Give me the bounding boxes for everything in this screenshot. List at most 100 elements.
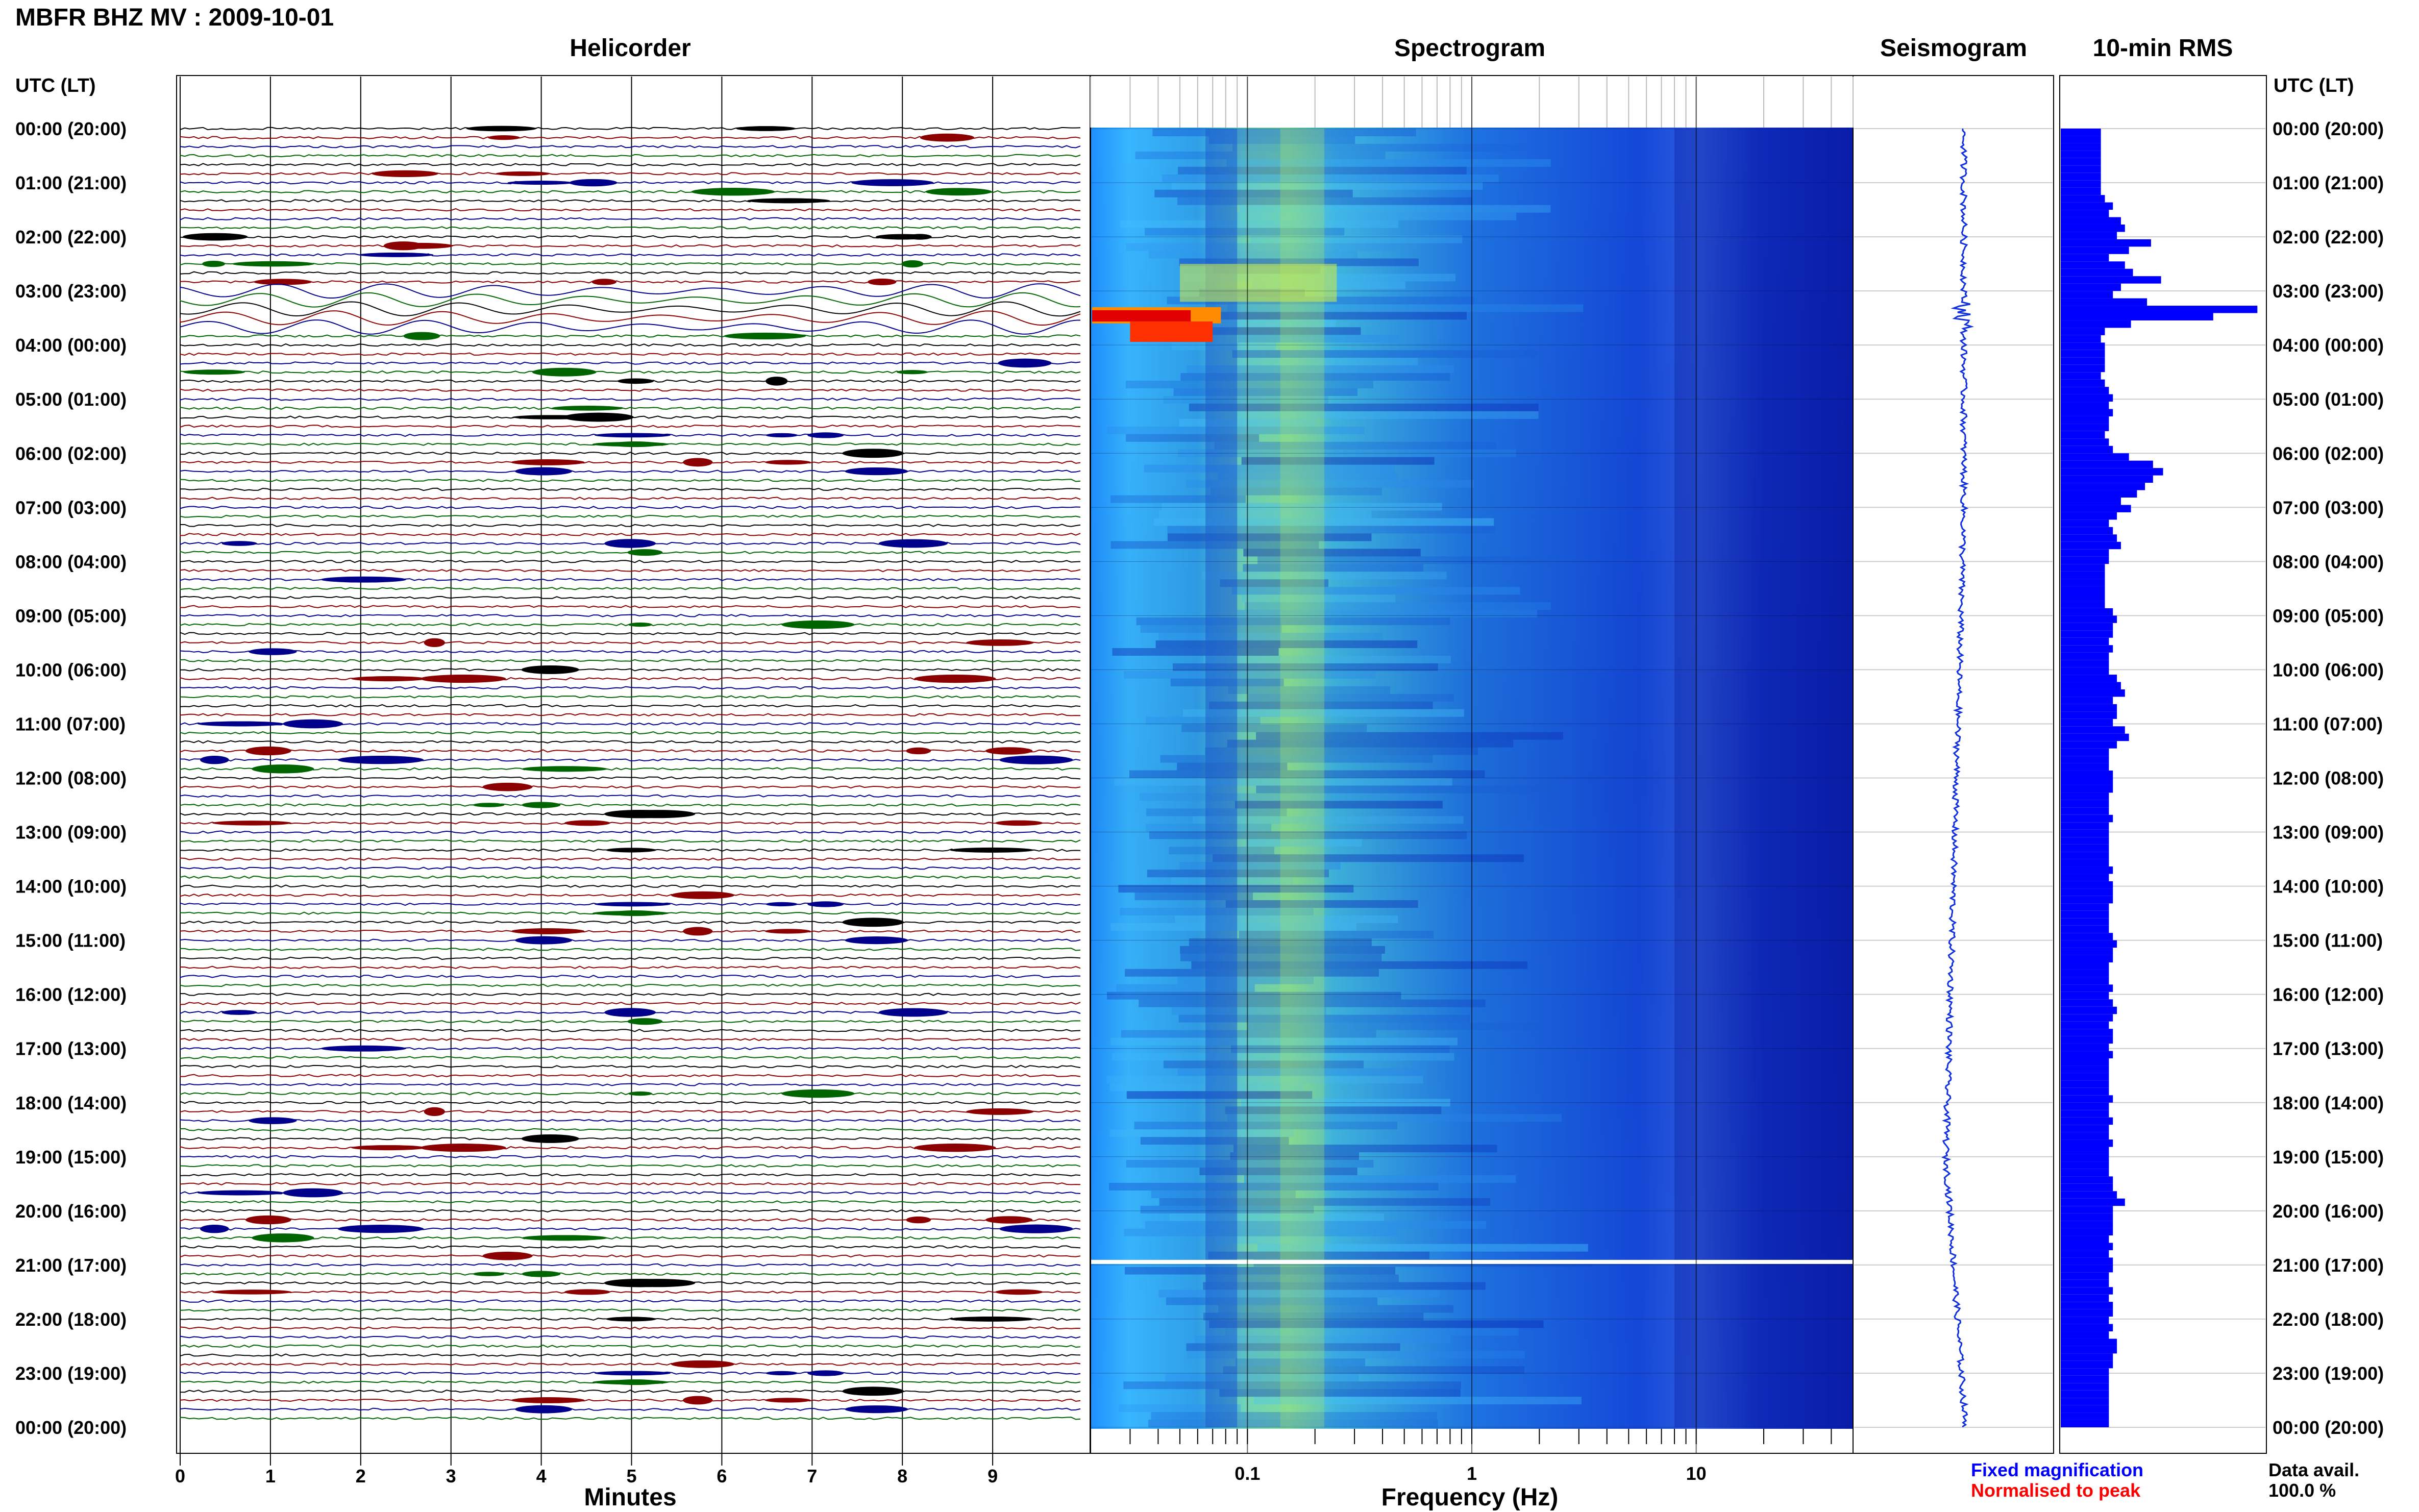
helicorder-trace-row xyxy=(180,1110,1081,1113)
rms-bar xyxy=(2061,475,2153,483)
helicorder-trace-row xyxy=(180,1245,1081,1249)
helicorder-trace-row xyxy=(180,460,1081,464)
minutes-axis: 0 1 2 3 4 5 6 7 8 9 xyxy=(175,1453,998,1486)
helicorder-burst xyxy=(845,936,908,945)
helicorder-trace-row xyxy=(180,1119,1081,1123)
right-time-label: 13:00 (09:00) xyxy=(2273,822,2384,843)
rms-bar xyxy=(2061,1360,2113,1369)
rms-bar xyxy=(2061,445,2113,454)
rms-bar xyxy=(2061,165,2101,173)
helicorder-trace-row xyxy=(180,758,1081,762)
rms-bar xyxy=(2061,992,2109,1000)
helicorder-trace-row xyxy=(180,172,1081,176)
left-time-label: 15:00 (11:00) xyxy=(15,930,126,951)
rms-bar xyxy=(2061,1080,2109,1088)
helicorder-trace-row xyxy=(180,163,1081,166)
rms-bar xyxy=(2061,541,2121,550)
rms-bar xyxy=(2061,1213,2113,1221)
right-time-label: 06:00 (02:00) xyxy=(2273,443,2384,464)
helicorder-trace-row xyxy=(180,884,1081,888)
helicorder-burst xyxy=(842,918,904,927)
helicorder-trace-row xyxy=(180,524,1081,527)
helicorder-trace-row xyxy=(180,1200,1081,1204)
helicorder-trace-row xyxy=(180,361,1081,365)
rms-bar xyxy=(2061,999,2113,1007)
left-time-label: 01:00 (21:00) xyxy=(15,172,127,193)
helicorder-trace-row xyxy=(180,334,1081,338)
rms-bar xyxy=(2061,586,2105,593)
helicorder-trace-row xyxy=(180,226,1081,230)
rms-bar xyxy=(2061,844,2109,852)
rms-bar xyxy=(2061,1014,2113,1022)
right-time-label: 23:00 (19:00) xyxy=(2273,1363,2384,1384)
rms-bar xyxy=(2061,711,2117,719)
helicorder-burst xyxy=(628,1091,652,1096)
rms-bar xyxy=(2061,217,2121,225)
helicorder-trace-row xyxy=(180,713,1081,717)
helicorder-trace-row xyxy=(180,533,1081,536)
rms-bar xyxy=(2061,675,2117,682)
rms-bar xyxy=(2061,859,2109,867)
helicorder-burst xyxy=(621,1279,696,1287)
minutes-axis-label: Minutes xyxy=(584,1484,676,1511)
rms-bar xyxy=(2061,689,2125,697)
helicorder-trace-row xyxy=(180,965,1081,969)
helicorder-trace-row xyxy=(180,1353,1081,1357)
helicorder-trace-row xyxy=(180,506,1081,509)
helicorder-burst xyxy=(995,820,1043,826)
helicorder-burst xyxy=(878,539,948,548)
helicorder-burst xyxy=(522,1235,608,1241)
rms-bar xyxy=(2061,829,2109,837)
helicorder-trace-row xyxy=(180,208,1081,212)
rms-bar xyxy=(2061,704,2117,712)
rms-bar xyxy=(2061,431,2105,439)
helicorder-burst xyxy=(604,1008,656,1017)
helicorder-trace-row xyxy=(180,352,1081,356)
rms-bar xyxy=(2061,328,2105,335)
rms-bar xyxy=(2061,1169,2109,1177)
helicorder-trace-row xyxy=(180,731,1081,735)
rms-bar xyxy=(2061,984,2113,992)
rms-bar xyxy=(2061,866,2113,874)
right-time-label: 07:00 (03:00) xyxy=(2273,497,2384,518)
rms-bar xyxy=(2061,970,2109,977)
rms-bar xyxy=(2061,1021,2109,1029)
helicorder-trace-row xyxy=(180,1173,1081,1177)
helicorder-burst xyxy=(845,467,908,476)
helicorder-trace-row xyxy=(180,1101,1081,1104)
rms-bar xyxy=(2061,948,2113,955)
helicorder-trace-row xyxy=(180,1398,1081,1402)
helicorder-trace-row xyxy=(180,605,1081,608)
helicorder-burst xyxy=(232,261,315,267)
helicorder-trace-row xyxy=(180,587,1081,590)
helicorder-trace-row xyxy=(180,343,1081,347)
rms-bar xyxy=(2061,955,2113,963)
rms-bar xyxy=(2061,151,2101,158)
rms-bar xyxy=(2061,918,2109,926)
right-time-label: 08:00 (04:00) xyxy=(2273,551,2384,572)
rms-bar xyxy=(2061,763,2109,771)
rms-bar xyxy=(2061,623,2113,631)
helicorder-trace-row xyxy=(180,1209,1081,1213)
helicorder-trace-row xyxy=(180,497,1081,500)
right-time-label: 14:00 (10:00) xyxy=(2273,876,2384,897)
rms-bar xyxy=(2061,874,2109,881)
rms-bar xyxy=(2061,1065,2109,1073)
helicorder-burst xyxy=(511,1397,585,1403)
rms-bar xyxy=(2061,852,2109,859)
helicorder-burst xyxy=(182,233,248,241)
left-time-label: 14:00 (10:00) xyxy=(15,876,127,897)
helicorder-trace-row xyxy=(180,839,1081,843)
rms-bar xyxy=(2061,1198,2125,1206)
helicorder-burst xyxy=(671,1360,735,1368)
helicorder-burst xyxy=(627,1018,663,1025)
rms-bar xyxy=(2061,564,2105,572)
right-time-label: 15:00 (11:00) xyxy=(2273,930,2383,951)
right-time-label: 09:00 (05:00) xyxy=(2273,605,2384,626)
left-time-label: 05:00 (01:00) xyxy=(15,389,127,410)
frequency-axis-label: Frequency (Hz) xyxy=(1381,1484,1559,1511)
helicorder-burst xyxy=(807,1370,844,1376)
helicorder-burst xyxy=(985,1216,1033,1224)
helicorder-burst xyxy=(781,1089,855,1098)
helicorder-trace-row xyxy=(180,301,1081,317)
